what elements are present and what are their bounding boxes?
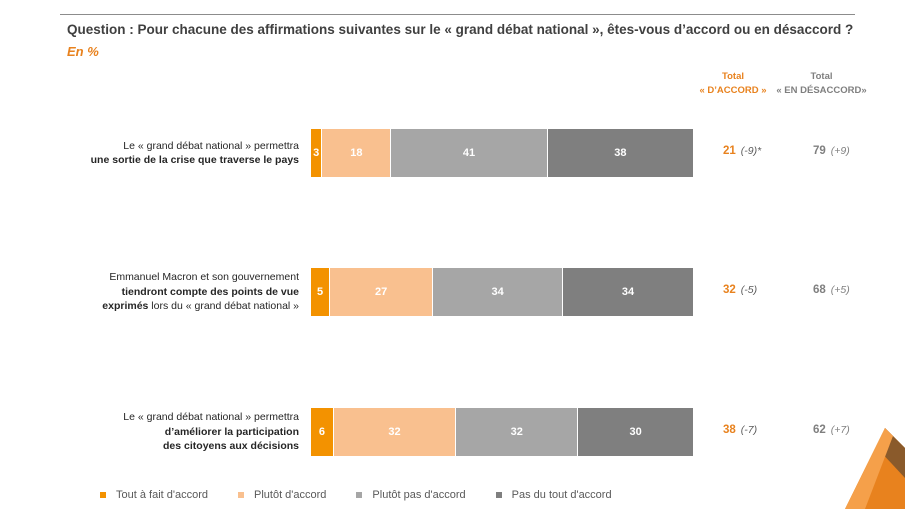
total-desaccord: 79 (+9) xyxy=(813,145,850,157)
brand-logo-icon xyxy=(845,428,905,509)
total-desaccord: 68 (+5) xyxy=(813,284,850,296)
bar-data-label: 32 xyxy=(388,426,401,438)
row-label-text: Le « grand débat national » permettra xyxy=(123,411,299,424)
bar-data-label: 6 xyxy=(318,426,326,438)
row-label-text: une sortie de la crise que traverse le p… xyxy=(90,154,299,166)
bar-data-label: 32 xyxy=(510,426,523,438)
row-label-line: exprimés lors du « grand débat national … xyxy=(59,299,299,314)
stacked-bar: 3 18 41 38 xyxy=(311,129,693,177)
total-desaccord-value: 68 xyxy=(813,284,826,296)
bar-segment: 34 xyxy=(433,268,564,316)
legend-swatch xyxy=(238,492,244,498)
row-label-text: des citoyens aux décisions xyxy=(163,440,299,453)
row-label-text: tiendront compte des points de vue xyxy=(121,285,299,298)
total-desaccord-change: (+7) xyxy=(830,424,850,436)
row-label-line: Le « grand débat national » permettra xyxy=(59,410,299,425)
legend-label: Tout à fait d'accord xyxy=(116,489,208,501)
row-label: Emmanuel Macron et son gouvernement tiend… xyxy=(59,270,299,314)
total-desaccord: 62 (+7) xyxy=(813,424,850,436)
total-accord: 32 (-5) xyxy=(723,284,757,296)
bar-data-label: 30 xyxy=(629,426,642,438)
bar-segment: 3 xyxy=(311,129,323,177)
bar-segment: 32 xyxy=(456,408,579,456)
total-accord-value: 32 xyxy=(723,284,736,296)
total-accord: 21 (-9)* xyxy=(723,145,761,157)
row-label-text: Le « grand débat national » permettra xyxy=(123,139,299,152)
stacked-bar: 6 32 32 30 xyxy=(311,408,693,456)
row-label-text: exprimés xyxy=(102,300,149,313)
bar-data-label: 27 xyxy=(375,286,388,298)
legend-label: Pas du tout d'accord xyxy=(511,489,612,501)
row-label-text: d’améliorer la participation xyxy=(164,425,299,438)
total-desaccord-value: 62 xyxy=(813,424,826,436)
bar-segment: 5 xyxy=(311,268,331,316)
row-label-text: lors du « grand débat national » xyxy=(148,300,299,313)
legend-swatch xyxy=(495,492,502,498)
bar-segment: 32 xyxy=(333,408,457,456)
header-total-accord-line1: Total xyxy=(722,71,744,82)
total-accord-change: (-9)* xyxy=(740,145,762,157)
stacked-bar: 5 27 34 34 xyxy=(311,268,693,316)
legend-swatch xyxy=(356,492,363,498)
total-accord-change: (-7) xyxy=(740,424,758,436)
legend-item: Plutôt d'accord xyxy=(238,489,326,501)
bar-data-label: 34 xyxy=(491,286,504,298)
bar-data-label: 18 xyxy=(350,147,363,159)
bar-data-label: 3 xyxy=(313,147,320,159)
total-desaccord-value: 79 xyxy=(813,145,826,157)
header-total-accord-line2: « D’ACCORD » xyxy=(699,85,767,96)
bar-segment: 27 xyxy=(330,268,434,316)
row-label-line: d’améliorer la participation xyxy=(59,425,299,440)
row-label-line: des citoyens aux décisions xyxy=(59,439,299,454)
bar-data-label: 34 xyxy=(621,286,635,298)
row-label-line: une sortie de la crise que traverse le p… xyxy=(59,153,299,168)
legend-swatch xyxy=(100,492,106,498)
legend-item: Tout à fait d'accord xyxy=(100,489,208,501)
bar-segment: 34 xyxy=(563,268,693,316)
total-accord-value: 38 xyxy=(723,424,736,436)
header-total-desaccord-line1: Total xyxy=(810,71,833,82)
bar-segment: 41 xyxy=(391,129,548,177)
legend-label: Plutôt pas d'accord xyxy=(372,489,466,501)
bar-segment: 6 xyxy=(311,408,334,456)
top-divider xyxy=(60,14,855,15)
bar-data-label: 5 xyxy=(316,286,324,298)
chart-title: Question : Pour chacune des affirmations… xyxy=(67,22,854,37)
bar-segment: 30 xyxy=(578,408,693,456)
total-accord-change: (-5) xyxy=(740,284,758,296)
total-accord-value: 21 xyxy=(723,145,736,157)
header-total-accord: Total « D’ACCORD » xyxy=(693,70,773,98)
legend-label: Plutôt d'accord xyxy=(254,489,327,501)
row-label-line: tiendront compte des points de vue xyxy=(59,285,299,300)
row-label-line: Le « grand débat national » permettra xyxy=(59,139,299,154)
legend-item: Pas du tout d'accord xyxy=(495,489,612,501)
bar-data-label: 38 xyxy=(614,147,627,159)
header-total-desaccord: Total « EN DÉSACCORD» xyxy=(774,70,869,98)
legend-item: Plutôt pas d'accord xyxy=(356,489,466,501)
row-label-text: Emmanuel Macron et son gouvernement xyxy=(109,271,299,284)
total-desaccord-change: (+5) xyxy=(830,284,850,296)
row-label: Le « grand débat national » permettra une… xyxy=(59,139,299,168)
header-total-desaccord-line2: « EN DÉSACCORD» xyxy=(776,85,867,96)
row-label: Le « grand débat national » permettra d’a… xyxy=(59,410,299,454)
bar-segment: 18 xyxy=(322,129,392,177)
total-desaccord-change: (+9) xyxy=(830,145,850,157)
row-label-line: Emmanuel Macron et son gouvernement xyxy=(59,270,299,285)
unit-label: En % xyxy=(67,44,99,59)
chart-legend: Tout à fait d'accord Plutôt d'accord Plutô… xyxy=(100,489,642,501)
bar-data-label: 41 xyxy=(462,147,476,159)
bar-segment: 38 xyxy=(547,129,693,177)
total-accord: 38 (-7) xyxy=(723,424,757,436)
